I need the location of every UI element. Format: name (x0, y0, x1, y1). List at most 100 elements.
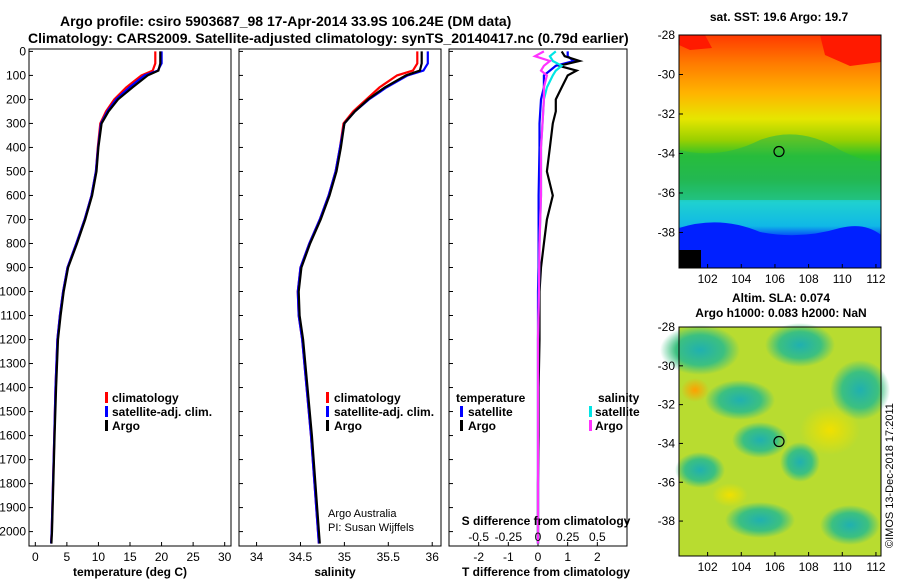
legend-label-t-satellite: satellite (468, 405, 513, 419)
sst-map-frame (678, 34, 882, 269)
legend-label-satellite: satellite-adj. clim. (112, 405, 212, 419)
depth-tick-label: 200 (6, 92, 26, 106)
legend-label-t-argo: Argo (468, 419, 496, 433)
s-diff-tick-label: -0.25 (495, 530, 523, 544)
sst-warm-patch (820, 35, 881, 66)
t-difference-axis-label: T difference from climatology (462, 565, 630, 579)
sst-map-ticks: 102 104 106 108 110 112 -28 -30 -32 -34 -36 -38 (658, 28, 886, 286)
sla-map (660, 323, 890, 557)
depth-tick-label: 1900 (0, 501, 26, 515)
lon-tick-label: 106 (765, 272, 785, 286)
sst-map (678, 34, 882, 269)
depth-tick-label: 700 (6, 212, 26, 226)
lat-tick-label: -32 (658, 398, 676, 412)
sst-map-title: sat. SST: 19.6 Argo: 19.7 (710, 10, 849, 24)
lon-tick-label: 104 (731, 560, 751, 574)
legend-swatch-climatology (326, 392, 329, 403)
x-tick-label: 10 (92, 550, 106, 564)
lon-tick-label: 110 (833, 560, 852, 574)
sla-argo-location-marker (773, 435, 785, 448)
sst-warm-patch (679, 35, 712, 50)
legend-swatch-t-argo (460, 420, 463, 431)
s-diff-tick-label: 0 (535, 530, 542, 544)
temperature-panel-frame (28, 48, 232, 547)
depth-tick-label: 0 (19, 44, 26, 58)
lon-tick-label: 104 (731, 272, 751, 286)
lat-tick-label: -30 (658, 67, 676, 81)
sla-eddy (780, 442, 820, 482)
legend-swatch-t-satellite (460, 406, 463, 417)
depth-tick-label: 2000 (0, 525, 26, 539)
legend-swatch-satellite (326, 406, 329, 417)
series-group (532, 50, 584, 544)
lat-tick-label: -36 (658, 475, 676, 489)
sla-eddy (820, 505, 880, 545)
sla-high (800, 405, 860, 455)
lat-tick-label: -34 (658, 436, 676, 450)
lat-tick-label: -28 (658, 28, 676, 42)
series-line-argo (297, 51, 423, 544)
temperature-axis-label: temperature (deg C) (73, 565, 187, 579)
x-tick-label: 0 (535, 550, 542, 564)
legend-label-satellite: satellite-adj. clim. (334, 405, 434, 419)
depth-tick-label: 1500 (0, 405, 26, 419)
x-tick-label: 15 (123, 550, 137, 564)
depth-tick-label: 300 (6, 116, 26, 130)
difference-legend: temperature salinity satellite Argo sate… (456, 391, 640, 433)
depth-tick-label: 800 (6, 236, 26, 250)
depth-tick-label: 1200 (0, 333, 26, 347)
salinity-legend: climatology satellite-adj. clim. Argo (326, 391, 434, 433)
legend-label-argo: Argo (334, 419, 362, 433)
x-tick-label: 1 (564, 550, 571, 564)
lat-tick-label: -38 (658, 225, 676, 239)
x-tick-label: 2 (594, 550, 601, 564)
x-tick-label: 34 (250, 550, 264, 564)
legend-label-s-satellite: satellite (595, 405, 640, 419)
sla-high (712, 483, 748, 507)
series-group (50, 51, 163, 544)
credit-line2: PI: Susan Wijffels (328, 522, 414, 534)
series-line-t-argo (536, 50, 584, 544)
depth-tick-label: 1700 (0, 453, 26, 467)
lon-tick-label: 102 (698, 272, 718, 286)
depth-tick-label: 400 (6, 140, 26, 154)
s-diff-tick-label: -0.5 (468, 530, 489, 544)
x-tick-label: 0 (32, 550, 39, 564)
sla-map-ticks: 102 104 106 108 110 112 -28 -30 -32 -34 -36 -38 (658, 320, 886, 574)
lon-tick-label: 110 (833, 272, 852, 286)
s-difference-axis-label: S difference from climatology (462, 514, 631, 528)
legend-swatch-climatology (105, 392, 108, 403)
sla-eddy (725, 502, 795, 538)
depth-tick-label: 500 (6, 164, 26, 178)
lat-tick-label: -30 (658, 359, 676, 373)
sla-eddy (830, 360, 890, 420)
sst-cold-band (679, 222, 881, 268)
x-tick-label: 20 (155, 550, 169, 564)
legend-label-climatology: climatology (334, 391, 401, 405)
sst-land-mask (679, 250, 701, 268)
salinity-axis-label: salinity (314, 565, 356, 579)
x-tick-label: -2 (473, 550, 484, 564)
x-tick-label: 34.5 (289, 550, 313, 564)
lat-tick-label: -36 (658, 186, 676, 200)
sla-map-frame (678, 326, 882, 557)
depth-tick-label: 1100 (0, 309, 26, 323)
figure-title-line2: Climatology: CARS2009. Satellite-adjuste… (28, 30, 629, 46)
x-tick-label: 36 (426, 550, 440, 564)
s-diff-tick-label: 0.25 (556, 530, 580, 544)
temperature-plot: 0 5 10 15 20 25 30 (32, 51, 232, 564)
x-tick-label: 35.5 (377, 550, 401, 564)
sla-eddy (705, 380, 775, 420)
depth-tick-label: 1600 (0, 429, 26, 443)
imos-stamp: ©IMOS 13-Dec-2018 17:2011 (884, 403, 896, 548)
sst-green-band (679, 134, 881, 200)
depth-tick-label: 1400 (0, 381, 26, 395)
depth-tick-label: 100 (6, 68, 26, 82)
legend-swatch-s-satellite (589, 406, 592, 417)
legend-title-temperature: temperature (456, 391, 526, 405)
series-line-climatology (50, 51, 157, 544)
sla-map-subtitle: Argo h1000: 0.083 h2000: NaN (695, 306, 866, 320)
salinity-panel-frame (238, 48, 442, 547)
series-line-satellite-adj-clim- (50, 51, 163, 544)
